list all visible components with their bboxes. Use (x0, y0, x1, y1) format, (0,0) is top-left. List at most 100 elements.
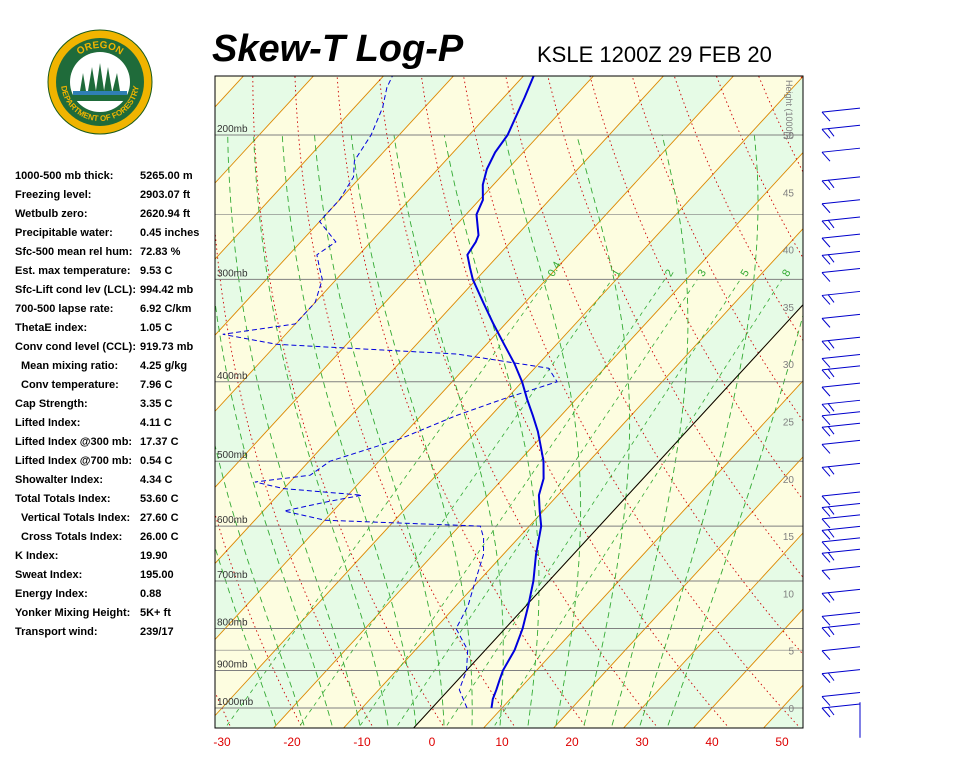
index-label: Freezing level: (15, 189, 92, 201)
pressure-label: 300mb (217, 268, 248, 279)
wind-barb-flag (821, 237, 831, 248)
svg-text:OREGON: OREGON (75, 40, 125, 58)
pressure-label: 800mb (217, 618, 248, 629)
wind-barb (821, 525, 861, 540)
index-value: 994.42 mb (140, 284, 194, 296)
wind-barb-flag (821, 386, 831, 397)
index-label: Transport wind: (15, 626, 98, 638)
wind-barb (821, 588, 861, 603)
index-row: 700-500 lapse rate: 6.92 C/km (15, 301, 215, 320)
dry-adiabat (845, 0, 960, 725)
index-label: Showalter Index: (15, 474, 104, 486)
wind-barb-flag (827, 551, 835, 561)
wind-barb (821, 422, 861, 437)
index-value: 919.73 mb (140, 341, 194, 353)
index-label: Conv temperature: (21, 379, 119, 391)
index-label: Conv cond level (CCL): (15, 341, 137, 353)
index-row: Conv cond level (CCL): 919.73 mb (15, 339, 215, 358)
wind-barb (821, 124, 861, 139)
dry-adiabat (215, 690, 231, 726)
wind-barb-shaft (821, 411, 861, 417)
index-value: 3.35 C (140, 398, 173, 410)
index-label: Yonker Mixing Height: (15, 607, 131, 619)
mixing-ratio-label: 8 (780, 268, 793, 279)
x-tick-label: 30 (635, 735, 649, 749)
pressure-label: 600mb (217, 515, 248, 526)
pressure-label: 900mb (217, 659, 248, 670)
wind-barb (821, 623, 861, 638)
wind-barb-flag (827, 626, 835, 636)
pressure-label: 1000mb (217, 697, 254, 708)
wind-barb-flag (827, 219, 835, 229)
index-value: 53.60 C (140, 493, 179, 505)
wind-barb (821, 491, 861, 506)
dry-adiabat (881, 0, 960, 725)
mixing-ratio-line (446, 279, 741, 726)
index-row: Sfc-Lift cond lev (LCL): 994.42 mb (15, 282, 215, 301)
x-tick-label: 20 (565, 735, 579, 749)
wind-barb-flag (827, 425, 835, 435)
zero-isotherm (412, 304, 803, 728)
index-label: Wetbulb zero: (15, 208, 88, 220)
index-row: Mean mixing ratio: 4.25 g/kg (15, 358, 215, 377)
wind-barb (821, 176, 861, 191)
height-tick-label: 45 (783, 188, 795, 199)
wind-barb-flag (827, 339, 835, 349)
isotherm-line (0, 56, 122, 748)
wind-barb-shaft (821, 313, 861, 319)
dry-adiabat (21, 0, 88, 725)
wind-barb-flag (821, 111, 831, 122)
moist-adiabat (393, 134, 504, 726)
wind-barb (821, 462, 861, 477)
wind-barb-flag (821, 467, 831, 477)
wind-barb-shaft (821, 491, 861, 497)
wind-barb-shaft (821, 268, 861, 274)
mixing-ratio-label: 1 (610, 268, 623, 279)
index-row: Sfc-500 mean rel hum: 72.83 % (15, 244, 215, 263)
wind-barb-shaft (821, 233, 861, 239)
index-label: Precipitable water: (15, 227, 113, 239)
wind-barb-flag (821, 507, 831, 517)
isotherm-line (272, 151, 803, 728)
wind-barb-flag (821, 707, 831, 718)
moist-adiabat (667, 313, 803, 726)
moist-adiabat (576, 134, 631, 726)
wind-barb-shaft (821, 537, 861, 543)
dry-adiabat (808, 0, 960, 725)
index-row: Transport wind: 239/17 (15, 624, 215, 643)
index-value: 239/17 (140, 626, 174, 638)
wind-barb (821, 199, 861, 214)
index-value: 4.34 C (140, 474, 173, 486)
index-label: 700-500 lapse rate: (15, 303, 114, 315)
index-label: Est. max temperature: (15, 265, 131, 277)
wind-barb (821, 353, 861, 368)
index-label: Total Totals Index: (15, 493, 111, 505)
height-tick-label: 30 (783, 360, 795, 371)
height-tick-label: 40 (783, 246, 795, 257)
wind-barb-flag (821, 128, 831, 139)
index-row: Precipitable water: 0.45 inches (15, 225, 215, 244)
wind-barb (821, 514, 861, 529)
isotherm-line (215, 76, 385, 260)
wind-barb (821, 565, 861, 580)
index-row: Freezing level: 2903.07 ft (15, 187, 215, 206)
wind-barb-flag (821, 295, 831, 305)
wind-barb-flag (821, 415, 831, 426)
wind-barb-shaft (821, 514, 861, 520)
temperature-trace (466, 76, 545, 709)
wind-barb (821, 692, 861, 706)
dry-adiabat (505, 76, 803, 655)
index-label: Lifted Index: (15, 417, 81, 429)
wind-barb-flag (821, 627, 831, 638)
wind-barb-shaft (821, 382, 861, 388)
index-value: 0.54 C (140, 455, 173, 467)
wind-barb-flag (821, 495, 831, 506)
index-label: 1000-500 mb thick: (15, 170, 114, 182)
wind-barb-flag (821, 203, 831, 214)
dry-adiabat (917, 0, 960, 725)
wind-barb (821, 611, 861, 626)
dry-adiabat (71, 0, 159, 725)
plot-area (0, 0, 960, 748)
index-value: 2903.07 ft (140, 189, 191, 201)
wind-barb-shaft (821, 199, 861, 205)
